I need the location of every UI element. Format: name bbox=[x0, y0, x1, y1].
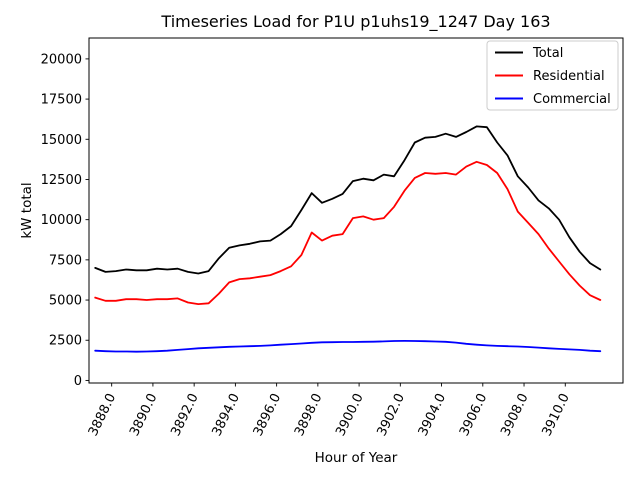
y-tick-label: 7500 bbox=[49, 253, 82, 268]
y-axis-label: kW total bbox=[19, 182, 35, 238]
y-tick-label: 20000 bbox=[41, 52, 82, 67]
x-axis-label: Hour of Year bbox=[315, 450, 398, 466]
y-tick-label: 10000 bbox=[41, 213, 82, 228]
legend: Total Residential Commercial bbox=[486, 40, 619, 111]
y-tick-label: 0 bbox=[74, 374, 82, 389]
legend-label: Total bbox=[532, 46, 563, 61]
y-tick-label: 17500 bbox=[41, 93, 82, 108]
axes-spines bbox=[88, 37, 624, 384]
y-tick-label: 12500 bbox=[41, 173, 82, 188]
legend-box bbox=[486, 40, 619, 111]
chart-title: Timeseries Load for P1U p1uhs19_1247 Day… bbox=[160, 12, 550, 32]
legend-label: Commercial bbox=[533, 92, 611, 107]
y-tick-label: 2500 bbox=[49, 334, 82, 349]
y-tick-label: 5000 bbox=[49, 294, 82, 309]
legend-entry-commercial: Commercial bbox=[495, 92, 611, 107]
legend-entry-total: Total bbox=[495, 46, 563, 61]
legend-entry-residential: Residential bbox=[495, 69, 605, 84]
series-line-residential bbox=[94, 160, 602, 306]
series-line-commercial bbox=[94, 339, 602, 353]
legend-label: Residential bbox=[533, 69, 605, 84]
series-line-total bbox=[94, 125, 602, 275]
y-tick-label: 15000 bbox=[41, 133, 82, 148]
